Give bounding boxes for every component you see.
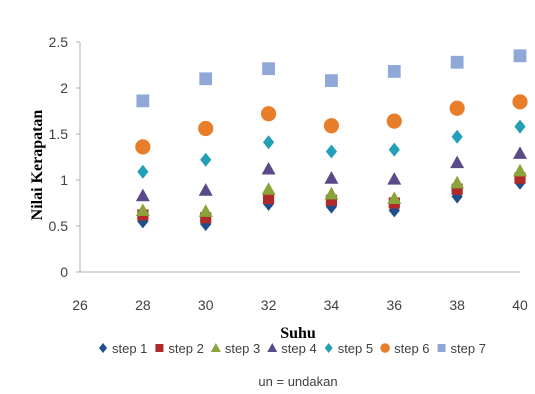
- y-tick-label: 1: [60, 172, 68, 188]
- data-point-step-7: [136, 94, 150, 108]
- legend-label: step 4: [281, 341, 316, 356]
- data-point-step-6: [323, 118, 340, 134]
- legend-marker-step-5: [324, 343, 333, 353]
- data-point-step-4: [387, 172, 402, 185]
- data-point-step-2: [514, 172, 526, 184]
- x-tick-label: 36: [386, 297, 402, 313]
- data-point-step-3: [513, 163, 527, 177]
- x-tick-label: 34: [324, 297, 340, 313]
- x-tick-label: 26: [72, 297, 88, 313]
- y-tick-label: 0: [60, 264, 68, 280]
- data-point-step-6: [260, 106, 277, 122]
- legend-marker-step-7: [437, 344, 446, 352]
- legend-label: step 1: [112, 341, 147, 356]
- x-tick-label: 38: [449, 297, 465, 313]
- legend-marker-step-4: [267, 343, 278, 352]
- legend-label: step 3: [225, 341, 260, 356]
- data-point-step-3: [324, 186, 339, 200]
- x-tick-label: 40: [512, 297, 528, 313]
- data-point-step-7: [450, 55, 464, 69]
- data-point-step-3: [198, 204, 213, 217]
- data-point-step-2: [200, 212, 212, 224]
- data-point-step-5: [137, 164, 149, 179]
- legend-note: un = undakan: [258, 374, 337, 389]
- y-tick-labels: 0 0.5 1 1.5 2 2.5: [49, 34, 80, 280]
- data-point-step-3: [135, 203, 150, 216]
- data-point-step-4: [261, 161, 276, 175]
- legend-marker-step-2: [155, 344, 164, 352]
- data-point-step-7: [513, 49, 527, 63]
- data-point-step-3: [261, 182, 276, 195]
- data-point-step-5: [325, 144, 338, 159]
- legend-marker-step-6: [380, 343, 390, 353]
- data-point-step-4: [513, 146, 527, 159]
- y-tick-label: 1.5: [49, 126, 69, 142]
- data-point-step-4: [324, 171, 339, 184]
- legend-label: step 6: [394, 341, 429, 356]
- data-point-step-5: [200, 152, 212, 167]
- x-tick-label: 30: [198, 297, 214, 313]
- data-point-step-7: [262, 62, 275, 76]
- data-point-step-5: [262, 135, 275, 150]
- legend: step 1 step 2 step 3 step 4 step 5 step 6 step…: [99, 341, 486, 356]
- data-point-step-6: [386, 113, 402, 129]
- data-point-step-7: [387, 65, 401, 78]
- data-point-step-6: [198, 120, 214, 137]
- data-point-step-6: [135, 139, 151, 155]
- x-tick-labels: 26 28 30 32 34 36 38 40: [72, 297, 528, 313]
- data-point-step-7: [199, 72, 213, 86]
- data-point-step-4: [135, 188, 150, 202]
- data-point-step-3: [450, 175, 465, 189]
- y-tick-label: 2.5: [49, 34, 69, 50]
- y-tick-label: 0.5: [49, 218, 69, 234]
- data-point-step-2: [262, 192, 275, 204]
- x-tick-label: 32: [261, 297, 277, 313]
- data-point-step-6: [449, 100, 465, 116]
- data-point-step-5: [388, 142, 400, 157]
- data-point-step-5: [514, 119, 526, 134]
- data-point-step-3: [387, 191, 402, 204]
- data-points: [135, 49, 528, 232]
- data-point-step-2: [325, 194, 338, 206]
- data-point-step-4: [450, 155, 465, 169]
- y-axis-title: Nilai Kerapatan: [29, 110, 46, 221]
- legend-marker-step-3: [210, 343, 221, 352]
- y-tick-label: 2: [60, 80, 68, 96]
- legend-label: step 2: [168, 341, 203, 356]
- data-point-step-6: [512, 94, 528, 110]
- x-axis-title: Suhu: [280, 325, 316, 342]
- legend-label: step 5: [338, 341, 373, 356]
- data-point-step-4: [198, 183, 213, 196]
- legend-marker-step-1: [99, 343, 107, 353]
- data-point-step-2: [451, 183, 463, 195]
- x-tick-label: 28: [135, 297, 151, 313]
- data-point-step-5: [451, 129, 463, 144]
- data-point-step-1: [451, 189, 463, 204]
- data-point-step-7: [325, 74, 338, 88]
- legend-label: step 7: [451, 341, 486, 356]
